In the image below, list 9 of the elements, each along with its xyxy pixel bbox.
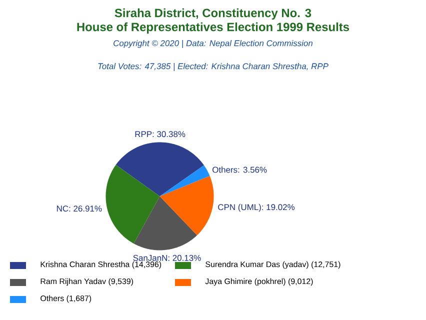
data-label: CPN (UML): 19.02% bbox=[218, 204, 295, 212]
text: Total Votes: 47,385 | Elected: Krishna Charan Shrestha, RPP bbox=[98, 62, 328, 72]
data-label: SanJanN: 20.13% bbox=[133, 254, 201, 261]
data-label: Others: 3.56% bbox=[212, 166, 267, 173]
text: Copyright © 2020 | Data: Nepal Election Commission bbox=[114, 40, 313, 48]
chart-title: Siraha District, Constituency No. 3 bbox=[114, 8, 312, 20]
data-label: RPP: 30.38% bbox=[135, 131, 186, 138]
chart-subtitle: House of Representatives Election 1999 Results bbox=[77, 22, 350, 34]
data-label: NC: 26.91% bbox=[57, 206, 102, 212]
